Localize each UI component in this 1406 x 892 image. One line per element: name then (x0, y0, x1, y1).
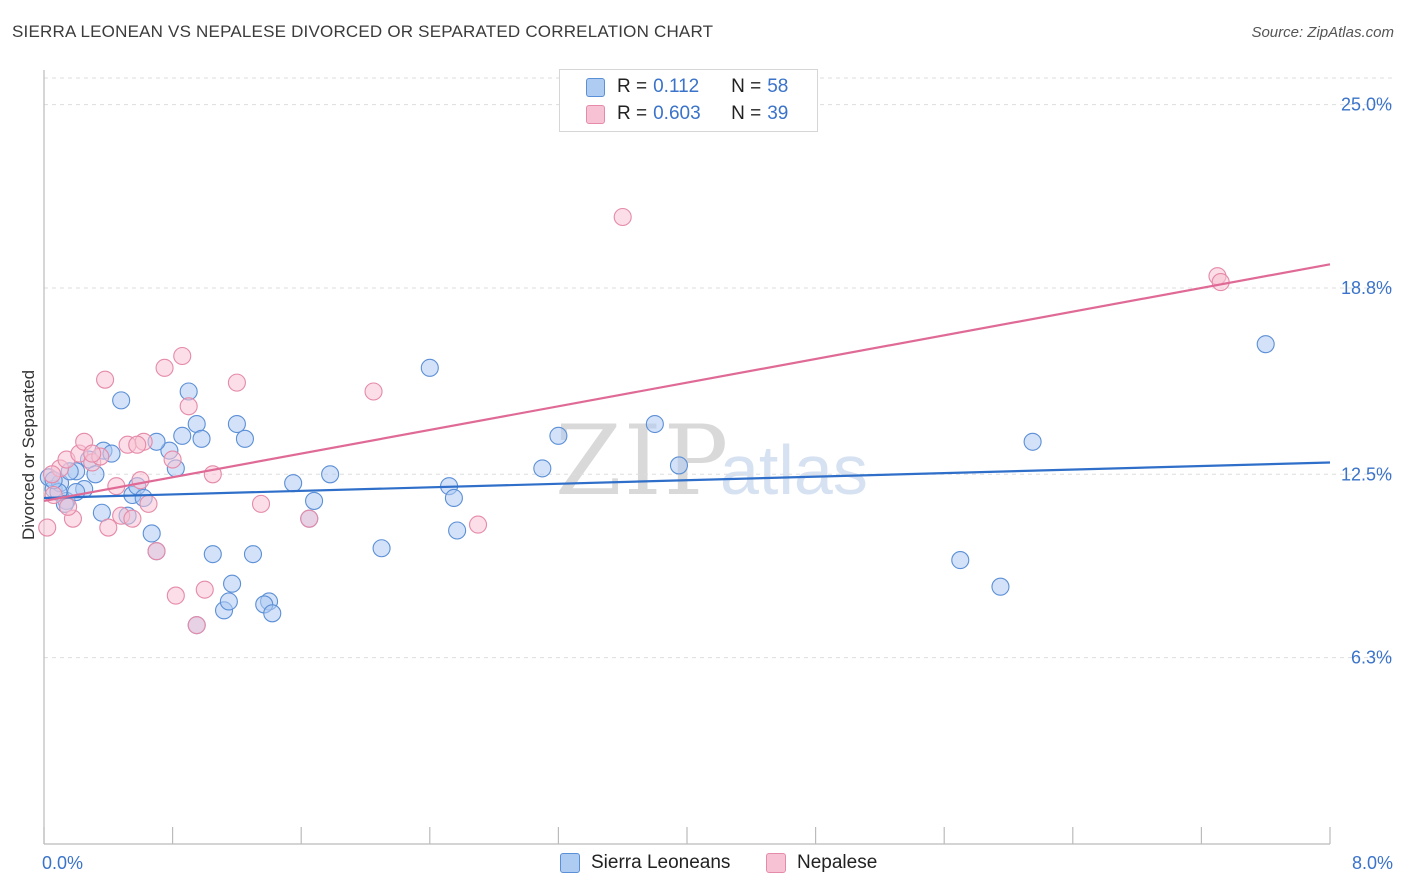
point-sierra-leoneans (173, 426, 192, 445)
legend-swatch-pink (586, 104, 605, 124)
point-nepalese (195, 580, 214, 599)
trend-line-nepalese (43, 263, 1331, 503)
y-tick-label: 25.0% (1341, 95, 1392, 115)
x-tick-labels: 0.0% 8.0% (42, 853, 1393, 873)
axes (43, 70, 1331, 845)
point-nepalese (166, 586, 185, 605)
point-sierra-leoneans (235, 429, 254, 448)
legend-n-label: N = (731, 103, 762, 124)
point-nepalese (251, 494, 271, 513)
point-nepalese (163, 450, 182, 469)
bottom-legend-swatch-blue (560, 853, 580, 873)
point-sierra-leoneans (219, 592, 238, 611)
legend-row-sierra-leoneans: R = 0.112 N = 58 (586, 74, 788, 100)
bottom-legend-label: Nepalese (797, 852, 878, 873)
point-sierra-leoneans (142, 524, 161, 543)
x-tick-label: 0.0% (42, 853, 83, 873)
point-sierra-leoneans (669, 456, 689, 475)
point-sierra-leoneans (372, 539, 391, 558)
point-sierra-leoneans (227, 414, 246, 434)
point-sierra-leoneans (533, 459, 552, 478)
point-nepalese (96, 370, 115, 389)
point-sierra-leoneans (420, 358, 439, 377)
y-tick-labels: 6.3% 12.5% 18.8% 25.0% (1341, 95, 1392, 668)
point-sierra-leoneans (305, 491, 324, 510)
legend-r-value: 0.112 (653, 76, 700, 97)
point-nepalese (42, 465, 62, 484)
legend-swatch-blue (586, 77, 605, 97)
point-sierra-leoneans (321, 465, 340, 484)
point-nepalese (123, 509, 142, 528)
y-axis-label: Divorced or Separated (19, 370, 38, 540)
point-nepalese (59, 497, 78, 516)
legend-n-label: N = (731, 76, 762, 97)
bottom-legend-sierra-leoneans: Sierra Leoneans (560, 852, 730, 874)
point-sierra-leoneans (991, 577, 1010, 596)
point-nepalese (613, 207, 632, 227)
point-nepalese (364, 382, 383, 401)
point-nepalese (1211, 273, 1230, 292)
point-nepalese (179, 397, 198, 416)
x-tick-label: 8.0% (1352, 853, 1393, 873)
point-sierra-leoneans (192, 429, 211, 448)
point-nepalese (128, 435, 147, 454)
point-nepalese (83, 444, 102, 463)
watermark-zip: ZIP (555, 405, 731, 517)
point-sierra-leoneans (284, 474, 303, 493)
trend-lines (43, 263, 1331, 503)
source-credit: Source: ZipAtlas.com (1251, 24, 1394, 41)
grid-lines (44, 77, 1392, 659)
point-sierra-leoneans (223, 574, 242, 593)
point-nepalese (38, 518, 57, 537)
point-sierra-leoneans (263, 604, 282, 623)
legend-row-nepalese: R = 0.603 N = 39 (586, 101, 788, 127)
point-nepalese (227, 373, 246, 392)
legend: R = 0.112 N = 58 R = 0.603 N = 39 (559, 69, 818, 132)
point-nepalese (187, 616, 206, 635)
y-tick-label: 6.3% (1351, 648, 1392, 668)
point-sierra-leoneans (1023, 432, 1042, 451)
point-sierra-leoneans (112, 391, 131, 410)
point-nepalese (173, 346, 192, 366)
point-nepalese (139, 494, 158, 513)
point-nepalese (155, 358, 174, 377)
legend-r-label: R = (617, 103, 648, 124)
watermark-atlas: atlas (720, 431, 868, 509)
chart-title: SIERRA LEONEAN VS NEPALESE DIVORCED OR S… (12, 22, 714, 41)
bottom-legend-label: Sierra Leoneans (591, 852, 731, 873)
data-points (38, 207, 1275, 635)
legend-r-label: R = (617, 76, 648, 97)
point-sierra-leoneans (1256, 335, 1275, 354)
point-sierra-leoneans (645, 414, 664, 434)
point-nepalese (99, 518, 118, 537)
legend-r-value: 0.603 (653, 103, 701, 124)
trend-line-sierra-leoneans (43, 461, 1331, 500)
point-nepalese (300, 509, 319, 528)
point-sierra-leoneans (549, 426, 568, 445)
point-sierra-leoneans (243, 545, 263, 564)
point-nepalese (147, 542, 166, 561)
bottom-legend-swatch-pink (766, 853, 786, 873)
point-sierra-leoneans (444, 488, 463, 508)
point-sierra-leoneans (203, 545, 222, 564)
point-nepalese (468, 515, 488, 534)
y-tick-label: 12.5% (1341, 464, 1392, 484)
point-nepalese (131, 471, 150, 490)
bottom-legend: Sierra Leoneans Nepalese (0, 852, 1406, 878)
bottom-legend-nepalese: Nepalese (766, 852, 877, 874)
y-tick-label: 18.8% (1341, 278, 1392, 298)
legend-n-value: 39 (767, 103, 789, 124)
legend-n-value: 58 (767, 76, 789, 97)
point-sierra-leoneans (448, 521, 467, 540)
point-sierra-leoneans (951, 551, 970, 570)
